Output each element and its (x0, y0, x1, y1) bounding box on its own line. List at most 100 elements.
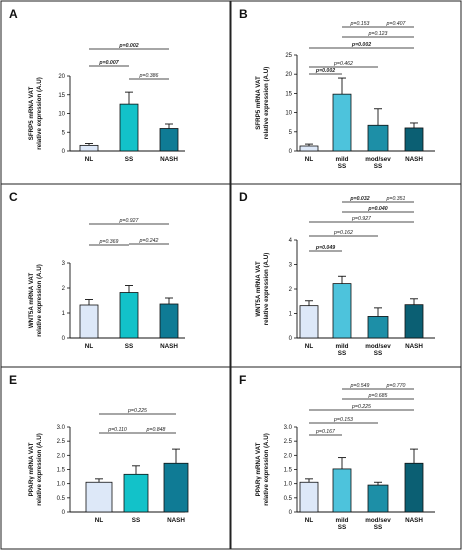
y-axis-title-line: WNT5A mRNA VAT (28, 273, 35, 329)
bar-mod-sev-ss (367, 484, 389, 513)
y-tick-label: 4 (289, 238, 293, 244)
p-value-label: p=0.351 (386, 196, 406, 202)
y-tick-label: 25 (285, 53, 292, 59)
panel-b: B 0 5 10 15 20 25 SFRP5 mRNA VAT relative expres… (230, 0, 462, 185)
p-value-label: p=0.002 (118, 43, 138, 49)
p-value-label: p=0.927 (351, 216, 372, 222)
x-tick-label: SS (338, 350, 346, 357)
y-axis-title-line: SFRP5 mRNA VAT (28, 87, 35, 141)
x-tick-label: SS (132, 517, 140, 524)
p-value-label: p=0.242 (139, 238, 159, 244)
x-tick-label: mild (336, 156, 349, 163)
y-tick-label: 1.0 (57, 482, 66, 488)
x-tick-label: SS (374, 524, 382, 531)
y-tick-label: 2 (62, 286, 66, 292)
p-value-label: p=0.369 (99, 239, 119, 245)
y-axis-title-line: PPARγ mRNA VAT (28, 442, 35, 496)
p-value-label: p=0.007 (98, 60, 119, 66)
panel-letter: B (239, 7, 248, 21)
panel-a: A 0 5 10 15 20 SFRP5 mRNA VAT relative expressi… (0, 0, 231, 185)
bar-nl (85, 481, 113, 513)
y-axis-title-line: WNT5A mRNA VAT (255, 261, 262, 317)
y-tick-label: 5 (62, 130, 66, 136)
x-tick-label: SS (374, 163, 382, 170)
bar-nash (159, 303, 179, 339)
bar-nash (159, 128, 179, 152)
x-tick-label: SS (338, 524, 346, 531)
panel-letter: A (9, 7, 18, 21)
p-value-label: p=0.462 (333, 61, 353, 67)
panel-letter: E (9, 373, 17, 387)
bar-nash (404, 462, 424, 513)
y-axis-title: SFRP5 mRNA VAT relative expression (A.U) (28, 77, 43, 150)
panel-e: E 0 0.5 1.0 1.5 2.0 2.5 3.0 PPARγ mRNA VAT relati… (0, 366, 231, 550)
y-tick-label: 0.5 (57, 496, 66, 502)
x-tick-label: SS (125, 156, 133, 163)
y-tick-label: 5 (289, 130, 293, 136)
p-value-label: p=0.225 (351, 404, 371, 410)
p-value-label: p=0.049 (315, 245, 335, 251)
p-value-label: p=0.123 (368, 31, 388, 37)
p-value-label: p=0.002 (315, 68, 335, 74)
y-axis-title-line: PPARγ mRNA VAT (255, 442, 262, 496)
x-tick-label: NASH (405, 343, 423, 350)
bar-nl (299, 481, 319, 513)
y-axis-title-line: relative expression (A.U) (263, 433, 270, 506)
y-tick-label: 0 (289, 510, 293, 516)
p-value-label: p=0.153 (350, 21, 370, 27)
panel-frame (0, 366, 231, 550)
y-tick-label: 15 (58, 93, 65, 99)
x-tick-label: NASH (160, 156, 178, 163)
x-tick-label: NL (305, 343, 314, 350)
panel-d: D 0 1 2 3 4 WNT5A mRNA VAT relative expression … (230, 183, 462, 368)
panel-c: C 0 1 2 3 WNT5A mRNA VAT relative expression (… (0, 183, 231, 368)
y-tick-label: 3 (62, 261, 66, 267)
p-value-label: p=0.110 (107, 427, 127, 433)
x-tick-label: NASH (405, 156, 423, 163)
bar-ss (119, 292, 139, 339)
p-value-label: p=0.770 (386, 383, 406, 389)
x-tick-label: NL (85, 156, 94, 163)
bar-mild-ss (332, 93, 352, 152)
y-tick-label: 2.0 (284, 453, 293, 459)
x-tick-label: mod/sev (365, 343, 391, 350)
x-tick-label: mod/sev (365, 156, 391, 163)
panel-letter: C (9, 190, 18, 204)
panel-letter: F (239, 373, 246, 387)
y-axis-title: WNT5A mRNA VAT relative expression (A.U) (255, 253, 270, 326)
y-tick-label: 2.5 (284, 439, 293, 445)
x-tick-label: NASH (405, 517, 423, 524)
y-axis-title: PPARγ mRNA VAT relative expression (A.U) (255, 433, 270, 506)
p-value-label: p=0.040 (367, 206, 387, 212)
bar-nl (79, 304, 99, 339)
y-axis-title-line: relative expression (A.U) (36, 264, 43, 337)
bar-nash (404, 127, 424, 152)
y-axis-title-line: relative expression (A.U) (36, 77, 43, 150)
y-tick-label: 0 (62, 336, 66, 342)
y-tick-label: 10 (58, 112, 65, 118)
p-value-label: p=0.002 (351, 42, 371, 48)
bar-nash (404, 304, 424, 339)
y-axis-title-line: SFRP5 mRNA VAT (255, 76, 262, 130)
p-value-label: p=0.153 (333, 417, 353, 423)
y-tick-label: 3.0 (57, 425, 66, 431)
bar-nash (163, 462, 189, 513)
p-value-label: p=0.225 (127, 408, 147, 414)
bar-nl (299, 305, 319, 339)
y-tick-label: 0 (289, 336, 293, 342)
p-value-label: p=0.386 (139, 73, 159, 79)
y-tick-label: 3 (289, 263, 293, 269)
y-tick-label: 1.5 (284, 468, 293, 474)
y-tick-label: 1.5 (57, 468, 66, 474)
y-axis-title-line: relative expression (A.U) (263, 253, 270, 326)
y-tick-label: 0 (289, 149, 293, 155)
p-value-label: p=0.167 (315, 429, 336, 435)
x-tick-label: NASH (167, 517, 185, 524)
p-value-label: p=0.162 (333, 230, 353, 236)
bar-nl (299, 145, 319, 152)
x-tick-label: NASH (160, 343, 178, 350)
x-tick-label: NL (95, 517, 104, 524)
bar-ss (119, 103, 139, 152)
p-value-label: p=0.927 (119, 218, 140, 224)
